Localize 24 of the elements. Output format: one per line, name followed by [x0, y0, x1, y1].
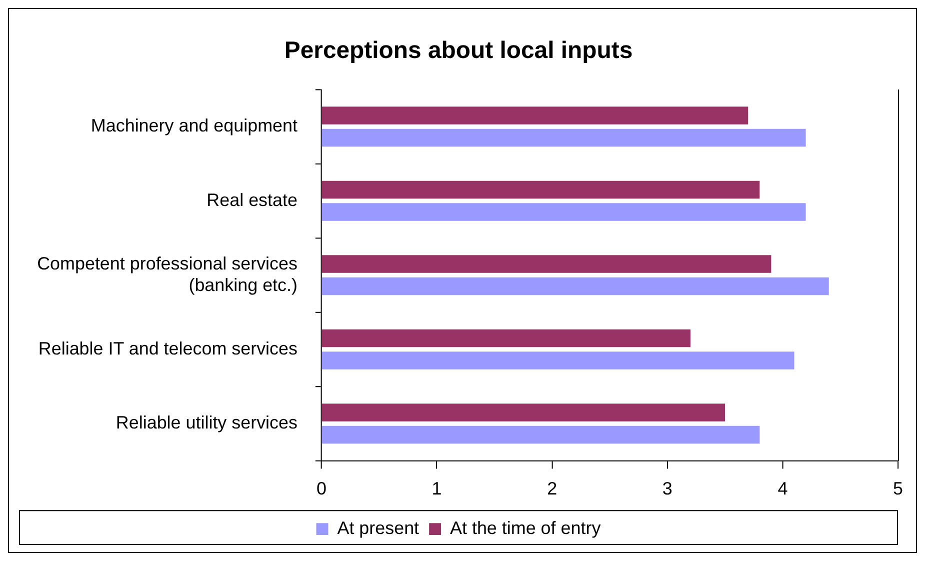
x-tick-label: 0: [316, 478, 326, 498]
bar: [322, 203, 806, 221]
bar: [322, 106, 748, 124]
x-tick-label: 1: [432, 478, 442, 498]
x-tick-label: 3: [662, 478, 672, 498]
bar: [322, 255, 772, 273]
bar: [322, 128, 806, 147]
x-tick-label: 5: [893, 478, 904, 498]
bar: [322, 352, 794, 370]
bar: [322, 329, 690, 348]
bar: [322, 277, 829, 296]
x-tick-label: 2: [547, 478, 558, 498]
bar: [322, 180, 760, 199]
bar: [322, 426, 760, 444]
y-tick-label: Competent professional services (banking etc.): [37, 253, 298, 295]
y-tick-label: Machinery and equipment: [90, 116, 298, 136]
x-tick-label: 4: [778, 478, 788, 498]
y-tick-label: Real estate: [206, 190, 298, 210]
y-tick-label: Reliable utility services: [116, 412, 298, 433]
legend-label: At present: [337, 518, 420, 538]
bar: [322, 404, 726, 422]
chart-title: Perceptions about local inputs: [284, 36, 633, 64]
y-tick-label: Reliable IT and telecom services: [38, 338, 298, 358]
legend-label: At the time of entry: [450, 518, 601, 538]
